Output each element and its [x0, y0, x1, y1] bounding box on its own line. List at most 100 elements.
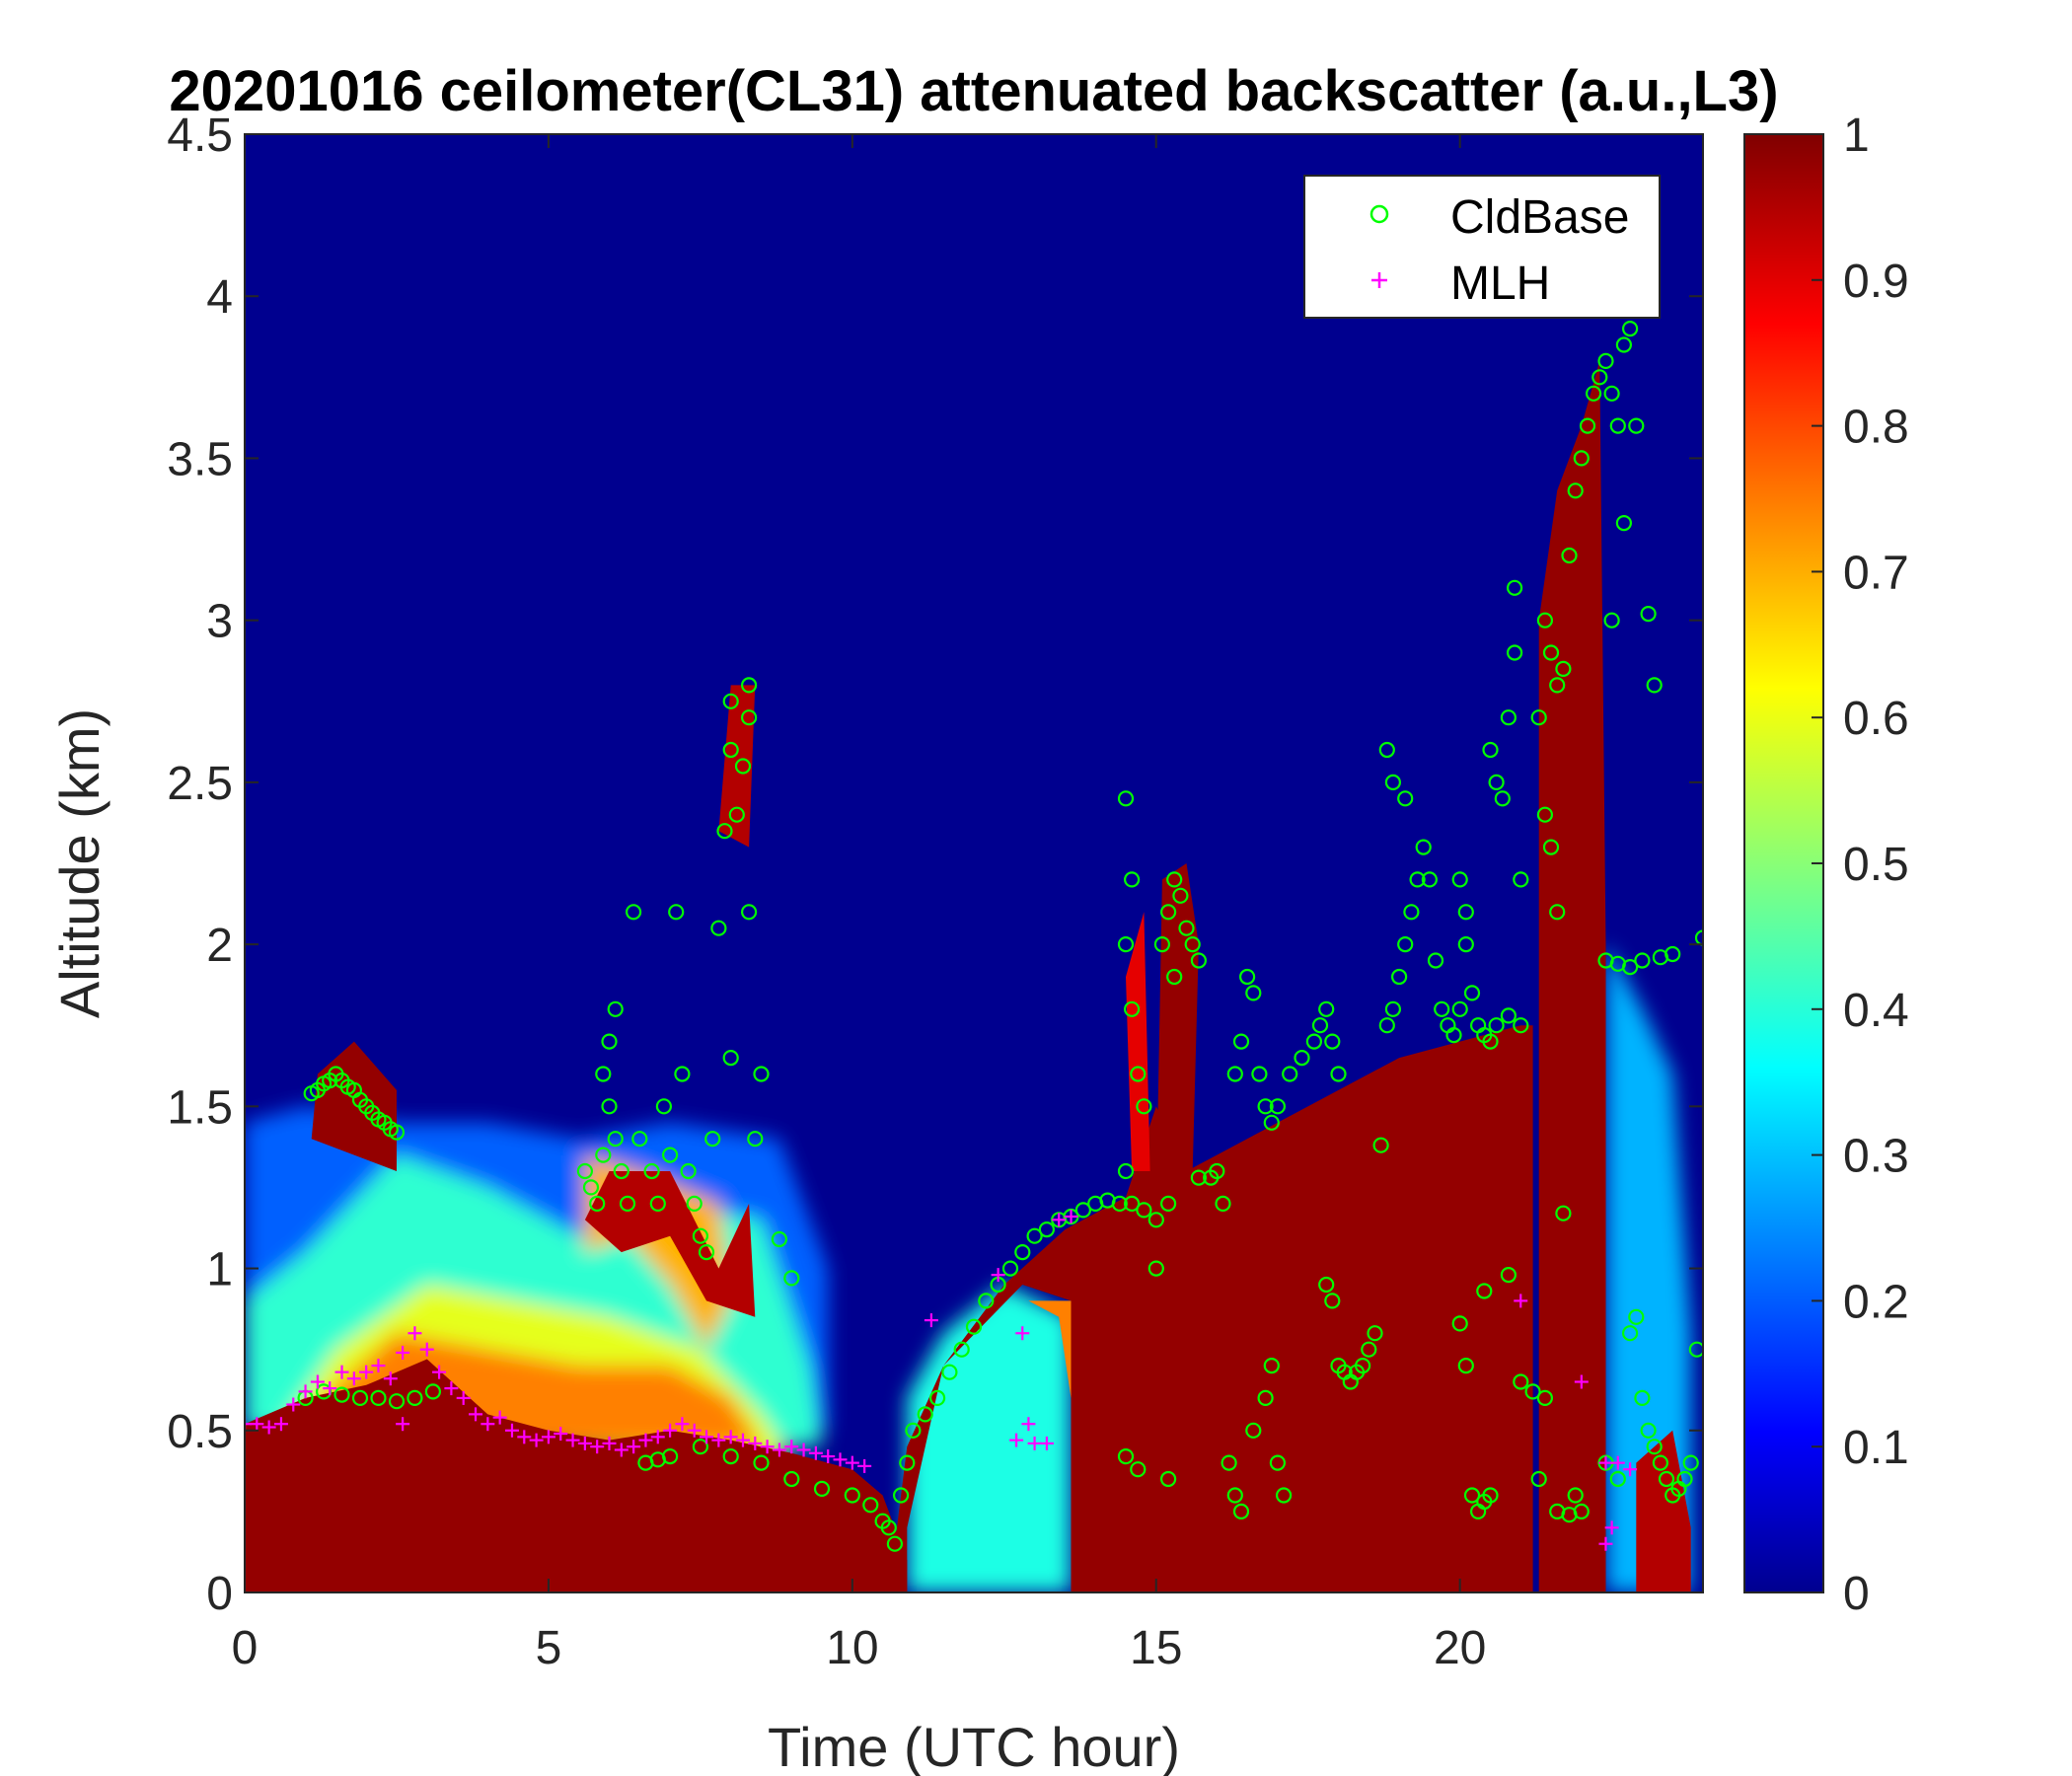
mlh-series [245, 1210, 1638, 1551]
morning-aerosol [907, 1285, 1072, 1592]
mlh-point [1623, 1462, 1638, 1477]
cldbase-point [917, 1406, 933, 1423]
mlh-point [245, 1417, 252, 1432]
mlh-point [1598, 1455, 1613, 1470]
plot-frame [244, 133, 1704, 1593]
colorbar: 0 0.1 0.2 0.3 0.4 0.5 0.6 0.7 0.8 0.9 1 [1743, 110, 1909, 1620]
cldbase-point [1282, 1066, 1298, 1082]
colorbar-tick-label: 0.8 [1843, 402, 1909, 454]
mlh-point [396, 1345, 410, 1360]
mlh-point [1604, 1520, 1619, 1535]
cldbase-point [1488, 774, 1505, 791]
mlh-point [1039, 1436, 1054, 1450]
cldbase-point [1555, 660, 1572, 678]
cldbase-point [1463, 1487, 1481, 1504]
colorbar-tick-label: 0.9 [1843, 256, 1909, 308]
cldbase-point [1397, 790, 1414, 807]
cldbase-point [1117, 1447, 1135, 1465]
mlh-point [614, 1443, 629, 1457]
cldbase-point [1378, 1017, 1395, 1034]
cldbase-point [1367, 1325, 1383, 1342]
cldbase-point [1513, 871, 1529, 888]
cldbase-point [1506, 579, 1523, 596]
convective-14h [1126, 912, 1150, 1171]
legend: CldBase MLH [1303, 175, 1661, 319]
mlh-point [650, 1430, 665, 1444]
late-aerosol [1605, 944, 1691, 1592]
cldbase-point [1221, 1454, 1237, 1471]
cldbase-point [607, 1131, 624, 1147]
mlh-point [517, 1430, 532, 1444]
cldbase-point [661, 1447, 679, 1465]
mlh-point [1064, 1210, 1078, 1224]
cldbase-point [1159, 1195, 1177, 1213]
cldbase-point [722, 741, 739, 759]
cldbase-point [607, 1000, 624, 1017]
cldbase-point [783, 1470, 800, 1488]
cldbase-point [1542, 839, 1560, 855]
cldbase-point [1130, 1066, 1147, 1082]
mlh-point [711, 1433, 726, 1447]
colorbar-tick-label: 0.1 [1843, 1422, 1909, 1474]
cldbase-point [1500, 1007, 1517, 1024]
cldbase-point [1172, 887, 1189, 904]
cldbase-point [1026, 1227, 1043, 1244]
cldbase-point [1384, 1000, 1402, 1017]
cldbase-point [680, 1162, 697, 1180]
cldbase-point [1263, 1114, 1280, 1131]
cldbase-point [1403, 904, 1420, 921]
cldbase-point [1634, 952, 1651, 969]
cldbase-point [692, 1439, 709, 1455]
cldbase-point [1658, 1470, 1675, 1488]
mlh-legend-icon [1371, 272, 1387, 288]
cldbase-point [1354, 1357, 1371, 1374]
cldbase-point [941, 1364, 958, 1380]
y-tick-label: 2.5 [167, 758, 233, 810]
colorbar-tick-label: 0.7 [1843, 547, 1909, 599]
mlh-point [469, 1407, 483, 1422]
cldbase-point [351, 1389, 369, 1407]
mlh-point [577, 1436, 592, 1450]
cldbase-point [1561, 547, 1578, 564]
mlh-point [760, 1440, 775, 1454]
cldbase-point [734, 758, 752, 775]
cldbase-point [1482, 1487, 1499, 1504]
surface-layer [245, 1359, 908, 1592]
cldbase-point [1451, 871, 1468, 888]
cldbase-point [1621, 958, 1639, 976]
legend-label-mlh: MLH [1450, 258, 1550, 310]
cldbase-point [844, 1487, 860, 1504]
mlh-point [541, 1430, 555, 1444]
cldbase-point [692, 1227, 709, 1244]
cldbase-point [1482, 1033, 1499, 1050]
mlh-point [346, 1371, 361, 1386]
mlh-point [602, 1436, 617, 1450]
cldbase-point [1130, 1461, 1147, 1478]
cldbase-point [1457, 1357, 1474, 1374]
cldbase-point [1579, 417, 1596, 434]
cldbase-point [747, 1131, 764, 1147]
y-tick-label: 3 [206, 596, 233, 648]
cldbase-point [595, 1066, 612, 1082]
cldbase-point [1209, 1162, 1225, 1180]
mlh-point [383, 1371, 398, 1386]
chart-title: 20201016 ceilometer(CL31) attenuated bac… [169, 59, 1778, 123]
cldbase-point [928, 1389, 946, 1407]
cldbase-point [1147, 1260, 1164, 1277]
cldbase-point [589, 1195, 606, 1213]
cldbase-point [905, 1422, 922, 1439]
cldbase-point [1445, 1026, 1462, 1044]
cldbase-point [1555, 1205, 1572, 1221]
mlh-point [723, 1430, 738, 1444]
cldbase-point [1500, 1266, 1517, 1284]
mlh-point [784, 1440, 799, 1454]
cldbase-point [1384, 774, 1402, 791]
cldbase-point [1257, 1389, 1274, 1407]
y-tick-label: 4.5 [167, 110, 233, 162]
cloud-6-8h [584, 1171, 756, 1317]
cldbase-point [1166, 871, 1183, 888]
mlh-point [1015, 1326, 1030, 1341]
cldbase-point [1409, 871, 1426, 888]
cldbase-point [1184, 935, 1201, 953]
cldbase-point [698, 1243, 715, 1261]
